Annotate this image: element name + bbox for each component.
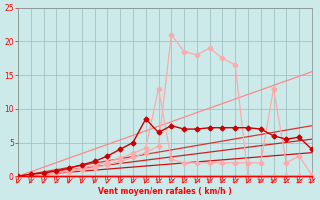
X-axis label: Vent moyen/en rafales ( km/h ): Vent moyen/en rafales ( km/h )	[98, 187, 232, 196]
